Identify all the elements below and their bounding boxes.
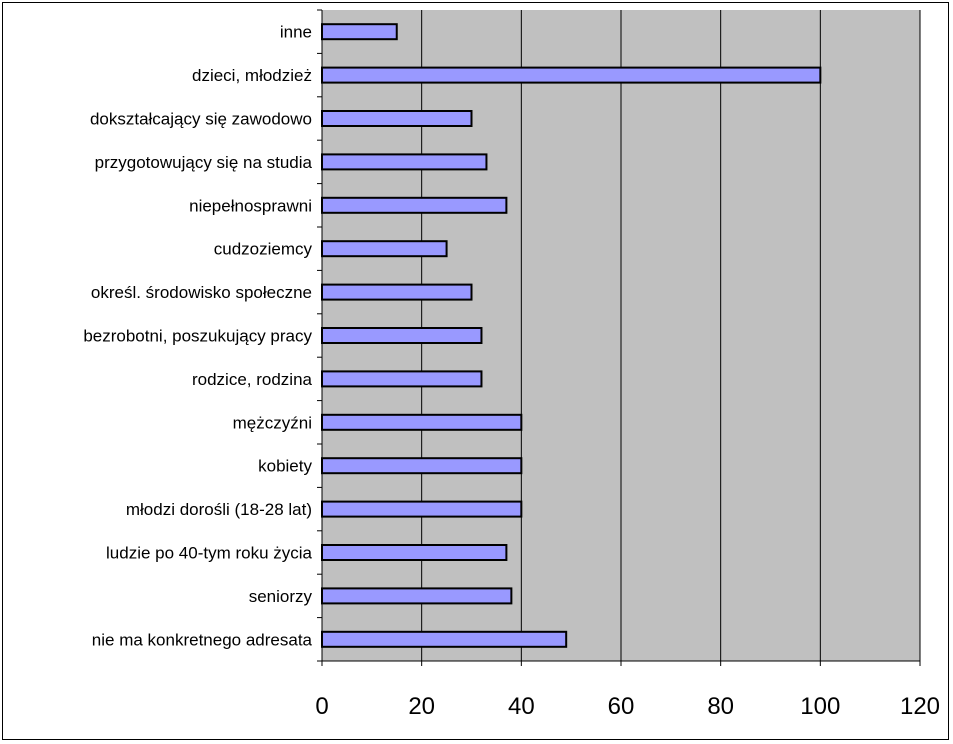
- category-label: mężczyźni: [233, 413, 312, 432]
- category-labels: inne dzieci, młodzież dokształcający się z…: [83, 23, 312, 650]
- category-label: dokształcający się zawodowo: [90, 110, 312, 129]
- category-label: nie ma konkretnego adresata: [92, 630, 313, 649]
- bar: [321, 283, 473, 301]
- bar: [321, 23, 398, 41]
- category-label: ludzie po 40-tym roku życia: [106, 544, 313, 563]
- axes: [317, 9, 921, 666]
- category-label: młodzi dorośli (18-28 lat): [126, 500, 312, 519]
- bar: [321, 630, 568, 648]
- bar: [321, 544, 508, 561]
- category-label: niepełnosprawni: [189, 196, 312, 215]
- x-tick-label: 20: [408, 693, 435, 720]
- bar: [321, 500, 523, 518]
- bar: [321, 240, 448, 258]
- x-tick-label: 60: [608, 693, 635, 720]
- bar: [321, 457, 523, 475]
- bar: [321, 153, 488, 171]
- bar: [321, 196, 508, 214]
- bar: [321, 413, 523, 431]
- bars: [321, 23, 822, 648]
- bar: [321, 587, 513, 605]
- category-label: określ. środowisko społeczne: [91, 283, 312, 302]
- bar: [321, 370, 483, 388]
- category-label: dzieci, młodzież: [192, 66, 312, 85]
- x-tick-label: 120: [900, 693, 940, 720]
- category-label: rodzice, rodzina: [192, 370, 313, 389]
- category-label: seniorzy: [249, 587, 313, 606]
- x-tick-label: 40: [508, 693, 535, 720]
- category-label: bezrobotni, poszukujący pracy: [83, 327, 312, 346]
- bar: [321, 66, 822, 84]
- bar: [321, 110, 473, 127]
- category-label: cudzoziemcy: [214, 240, 313, 259]
- category-label: kobiety: [258, 457, 312, 476]
- x-tick-label: 100: [800, 693, 840, 720]
- x-tick-label: 0: [315, 693, 328, 720]
- x-tick-labels: 0 20 40 60 80 100 120: [315, 693, 940, 720]
- category-label: inne: [280, 23, 312, 42]
- x-tick-label: 80: [707, 693, 734, 720]
- bar: [321, 327, 483, 344]
- category-label: przygotowujący się na studia: [95, 153, 313, 172]
- gridlines: [421, 10, 921, 661]
